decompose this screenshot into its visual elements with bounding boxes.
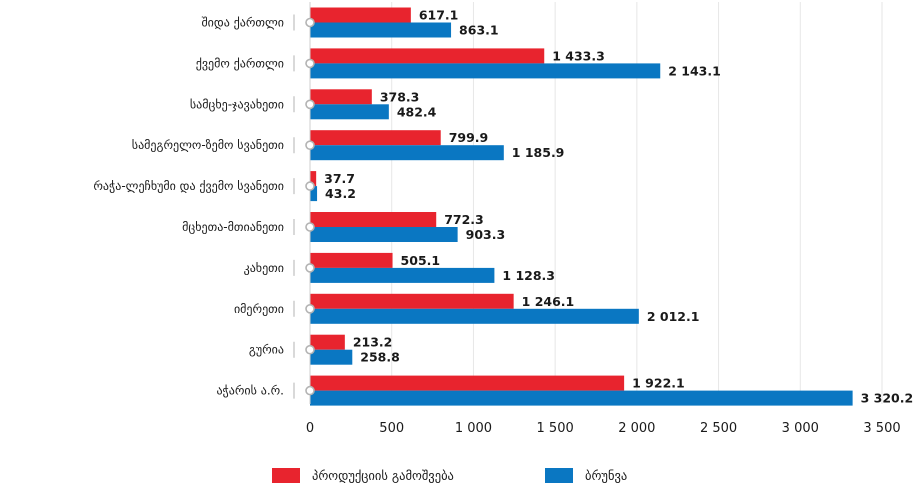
data-label: 1 185.9 [512,145,565,160]
category-label: იმერეთი [234,302,284,316]
bar-turnover [310,63,661,79]
x-tick-label: 1 500 [537,421,574,436]
bar-turnover [310,104,389,120]
bar-production [310,171,317,187]
category-label: ქვემო ქართლი [196,56,284,70]
x-tick-label: 1 000 [455,421,492,436]
data-label: 3 320.2 [861,391,914,406]
bar-production [310,48,545,64]
data-label: 1 246.1 [522,294,575,309]
data-label: 772.3 [444,212,484,227]
category-label: რაჭა-ლეჩხუმი და ქვემო სვანეთი [93,179,284,193]
data-label: 482.4 [397,104,437,119]
bar-production [310,375,625,391]
data-label: 903.3 [466,227,506,242]
bar-production [310,7,411,23]
data-label: 258.8 [360,350,400,365]
axis-marker [305,222,315,232]
axis-marker [305,303,315,314]
labels: 0 500 1 000 1 500 2 000 2 500 3 000 3 500 შიდა ქ… [93,8,913,437]
bars [310,7,853,406]
category-label: სამცხე-ჯავახეთი [190,97,284,111]
category-label: კახეთი [244,261,284,275]
x-tick-label: 3 000 [782,421,819,436]
axis-marker [305,344,315,355]
axis-marker [305,17,315,28]
legend-label-turnover: ბრუნვა [585,468,627,483]
legend: პროდუქციის გამოშვება ბრუნვა [272,468,627,483]
data-label: 617.1 [419,8,459,23]
x-tick-label: 2 000 [618,421,655,436]
data-label: 2 012.1 [647,309,700,324]
axis-marker [305,140,315,150]
x-tick-label: 3 500 [863,421,900,436]
bar-production [310,212,437,227]
axis-marker [305,99,315,110]
data-label: 43.2 [325,186,356,201]
data-label: 37.7 [324,171,355,186]
category-label: სამეგრელო-ზემო სვანეთი [132,138,284,152]
category-label: შიდა ქართლი [201,16,284,30]
axis-marker [305,58,315,69]
category-label: მცხეთა-მთიანეთი [182,220,284,234]
legend-label-production: პროდუქციის გამოშვება [312,468,454,483]
x-tick-label: 2 500 [700,421,737,436]
bar-production [310,130,441,146]
data-label: 2 143.1 [668,63,721,78]
bar-turnover [310,227,458,242]
x-tick-label: 0 [306,421,314,436]
bar-turnover [310,186,318,202]
data-label: 863.1 [459,23,499,38]
bar-turnover [310,267,495,283]
bar-turnover [310,349,353,365]
category-label: გურია [249,343,284,357]
category-label: აჭარის ა.რ. [216,384,284,398]
data-label: 378.3 [380,89,420,104]
axis-marker [305,385,315,396]
data-label: 505.1 [401,253,441,268]
data-label: 213.2 [353,335,393,350]
bar-production [310,334,345,350]
legend-swatch-production [272,468,300,483]
axis-marker [305,263,315,273]
bar-production [310,89,372,105]
x-tick-label: 500 [379,421,404,436]
legend-swatch-turnover [545,468,573,483]
bar-turnover [310,308,639,324]
bar-turnover [310,390,853,406]
bar-turnover [310,145,504,161]
bar-turnover [310,22,452,38]
data-label: 1 128.3 [502,268,555,283]
bar-production [310,293,514,309]
data-label: 799.9 [449,130,489,145]
axis-marker [305,181,315,191]
bar-production [310,252,393,268]
data-label: 1 922.1 [632,376,685,391]
y-axis [293,2,315,404]
data-label: 1 433.3 [552,48,605,63]
